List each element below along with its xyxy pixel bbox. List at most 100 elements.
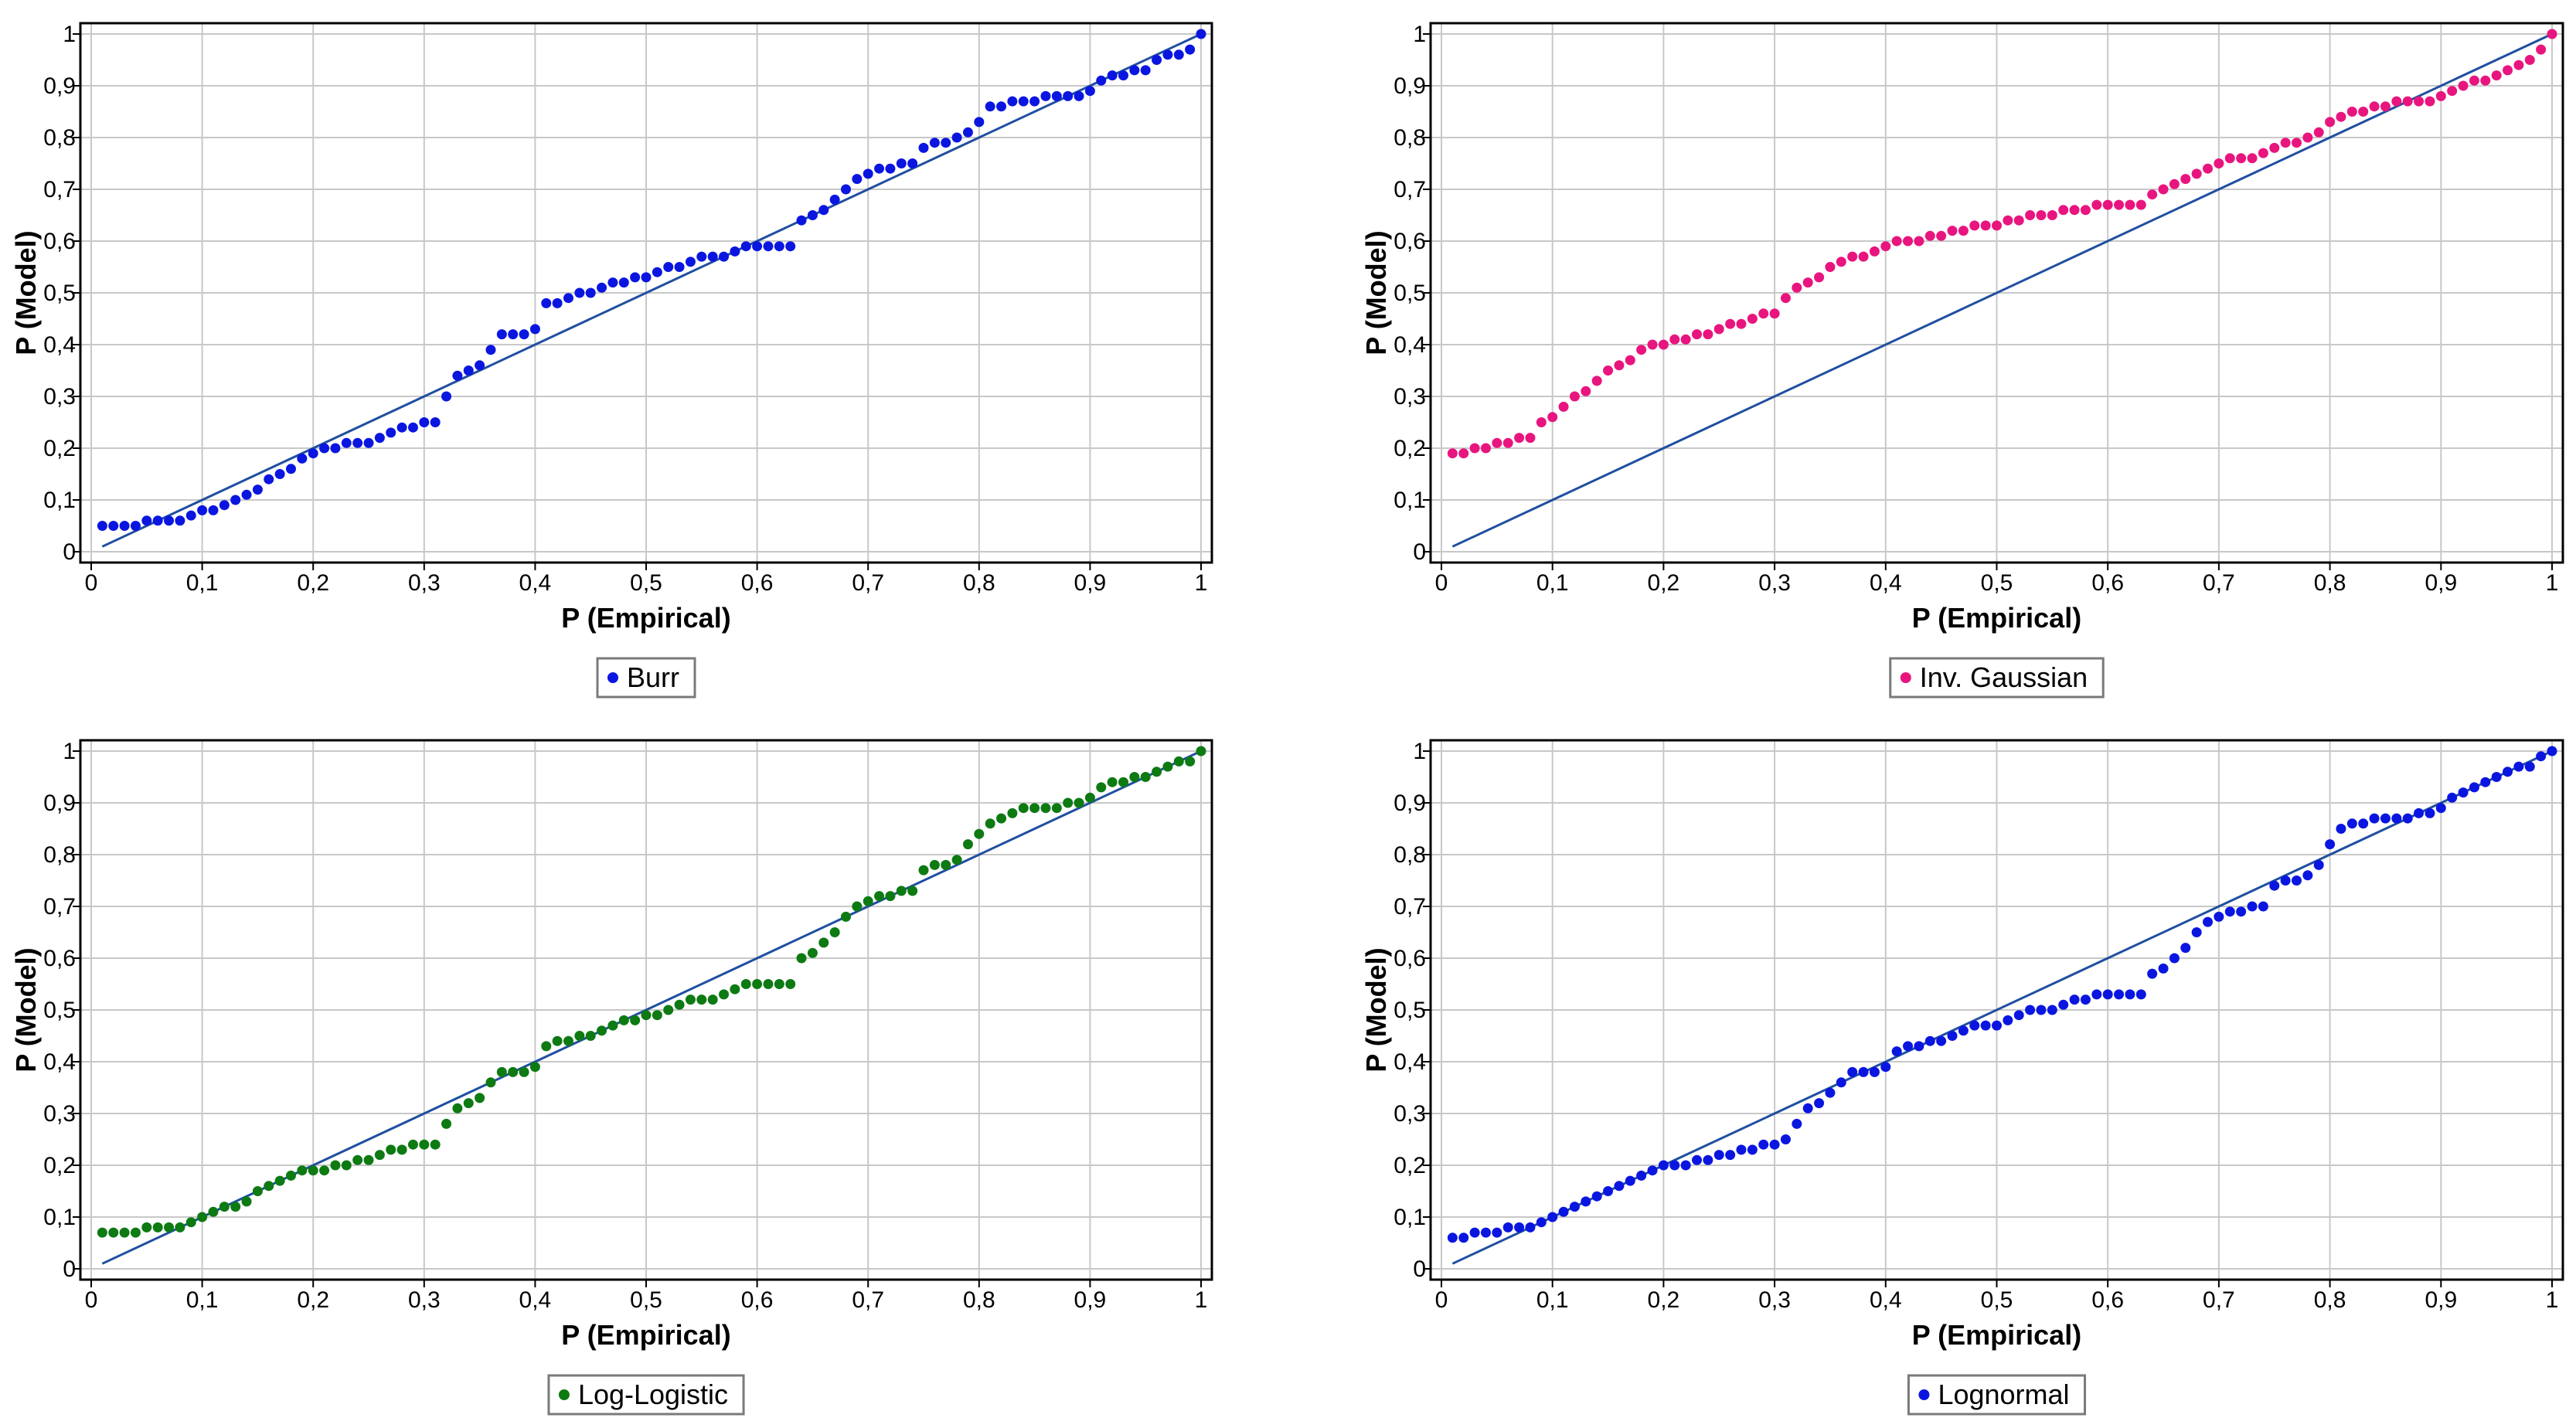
- data-point: [352, 1154, 363, 1165]
- data-point: [1096, 75, 1107, 86]
- data-point: [2125, 199, 2135, 210]
- data-point: [607, 1020, 618, 1031]
- data-point: [1018, 803, 1029, 814]
- data-point: [1680, 334, 1691, 345]
- data-point: [1669, 1160, 1680, 1171]
- data-point: [2313, 859, 2324, 870]
- data-point: [2458, 80, 2469, 91]
- data-point: [1447, 448, 1458, 459]
- data-point: [552, 298, 563, 308]
- data-point: [2069, 205, 2080, 216]
- data-point: [452, 1103, 463, 1114]
- data-point: [2369, 813, 2380, 824]
- data-point: [907, 158, 918, 168]
- data-point: [2391, 813, 2402, 824]
- y-tick-label: 0,1: [1393, 1205, 1426, 1230]
- y-tick-label: 0,2: [43, 436, 76, 461]
- data-point: [1040, 803, 1051, 814]
- data-point: [2058, 205, 2069, 216]
- data-point: [863, 168, 873, 179]
- data-point: [752, 979, 763, 989]
- data-point: [785, 979, 796, 989]
- data-point: [374, 1150, 385, 1161]
- data-point: [1480, 1227, 1491, 1238]
- data-point: [2402, 813, 2413, 824]
- data-point: [441, 1118, 452, 1129]
- data-point: [974, 828, 985, 839]
- data-point: [2346, 818, 2357, 829]
- data-point: [485, 345, 496, 355]
- data-point: [1084, 792, 1095, 803]
- data-point: [1914, 1041, 1924, 1052]
- y-tick-label: 0,4: [1393, 332, 1426, 358]
- x-tick-label: 0,1: [186, 1287, 219, 1313]
- data-point: [951, 855, 962, 865]
- data-point: [319, 1165, 330, 1176]
- data-point: [874, 891, 885, 902]
- y-tick-label: 0,4: [43, 332, 76, 358]
- data-point: [1758, 308, 1769, 319]
- data-point: [374, 433, 385, 444]
- y-tick-label: 1: [63, 22, 76, 47]
- legend-label: Inv. Gaussian: [1920, 661, 2088, 693]
- data-point: [641, 1010, 652, 1021]
- y-tick-label: 0,3: [1393, 384, 1426, 410]
- chart-panel-2: 0 0,1 0,2 0,3 0,4 0,5 0,6 0,7 0,8 0,9 1 0 0,1 0,2 0,3 0…: [1360, 22, 2564, 699]
- data-point: [607, 277, 618, 288]
- data-point: [219, 500, 230, 511]
- data-point: [2102, 989, 2113, 1000]
- data-point: [1891, 236, 1902, 246]
- data-point: [1969, 220, 1980, 231]
- data-point: [419, 417, 430, 427]
- x-tick-label: 0,5: [630, 570, 662, 596]
- y-tick-label: 0,8: [1393, 125, 1426, 151]
- data-point: [1725, 318, 1736, 329]
- data-point: [1947, 226, 1958, 236]
- data-point: [2346, 107, 2357, 117]
- y-tick-label: 0: [1413, 1256, 1426, 1282]
- data-point: [2536, 44, 2547, 55]
- data-point: [407, 422, 418, 433]
- x-tick-label: 0,8: [963, 1287, 995, 1313]
- data-point: [386, 1144, 396, 1155]
- y-tick-label: 0,3: [1393, 1101, 1426, 1127]
- data-point: [1647, 1165, 1658, 1176]
- data-point: [552, 1035, 563, 1046]
- data-point: [1947, 1031, 1958, 1041]
- data-point: [2524, 55, 2535, 65]
- data-point: [1074, 90, 1084, 101]
- data-point: [630, 1015, 641, 1025]
- data-point: [618, 1015, 629, 1025]
- data-point: [974, 117, 985, 128]
- data-point: [2458, 787, 2469, 798]
- data-point: [907, 886, 918, 896]
- data-point: [2325, 117, 2336, 128]
- x-tick-label: 0,7: [2203, 570, 2235, 596]
- data-point: [1502, 437, 1513, 448]
- data-point: [1802, 277, 1813, 288]
- data-point: [740, 241, 751, 252]
- data-point: [752, 241, 763, 252]
- data-point: [2236, 153, 2247, 164]
- data-point: [1625, 355, 1635, 366]
- data-point: [2469, 75, 2479, 86]
- legend: Inv. Gaussian: [1889, 657, 2105, 699]
- y-tick-label: 0: [1413, 539, 1426, 565]
- legend: Lognormal: [1907, 1374, 2087, 1416]
- data-point: [896, 886, 907, 896]
- data-point: [1536, 417, 1547, 427]
- data-point: [1658, 1160, 1669, 1171]
- data-point: [1107, 70, 1118, 81]
- data-point: [730, 246, 740, 257]
- data-point: [475, 1093, 485, 1103]
- data-point: [1769, 308, 1780, 319]
- y-tick-label: 0,3: [43, 1101, 76, 1127]
- y-tick-label: 0,2: [1393, 436, 1426, 461]
- data-point: [330, 1160, 341, 1171]
- data-point: [1869, 1066, 1880, 1077]
- x-tick-label: 0,9: [2425, 570, 2457, 596]
- data-point: [2091, 989, 2102, 1000]
- data-point: [1958, 226, 1969, 236]
- x-tick-label: 0,4: [1870, 1287, 1902, 1313]
- data-point: [2503, 767, 2513, 777]
